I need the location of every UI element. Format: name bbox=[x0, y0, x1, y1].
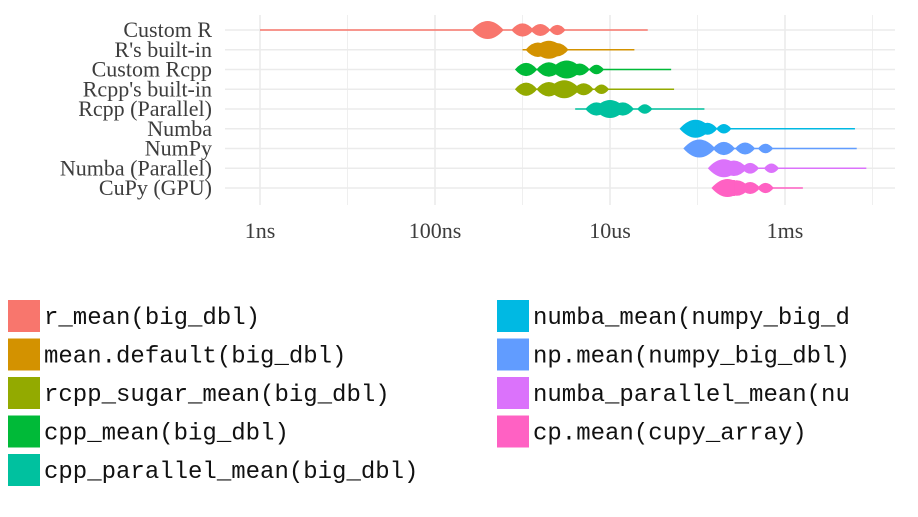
violin-density bbox=[740, 182, 761, 194]
legend-swatch bbox=[8, 454, 40, 486]
y-axis-label: NumPy bbox=[145, 136, 212, 161]
violin-density bbox=[514, 82, 538, 96]
violin-density bbox=[757, 143, 774, 154]
legend-label: mean.default(big_dbl) bbox=[44, 344, 346, 371]
legend-swatch bbox=[8, 415, 40, 448]
legend-label: numba_parallel_mean(nu bbox=[533, 382, 850, 409]
violin-numba-parallel-mean-numpy-big-dbl- bbox=[707, 159, 867, 178]
violin-density bbox=[716, 123, 732, 134]
violin-numba-mean-numpy-big-dbl- bbox=[679, 119, 855, 138]
y-axis-label: R's built-in bbox=[115, 37, 212, 62]
grid bbox=[225, 15, 895, 205]
legend: r_mean(big_dbl) mean.default(big_dbl)rcpp… bbox=[8, 300, 850, 486]
legend-label: rcpp_sugar_mean(big_dbl) bbox=[44, 382, 390, 409]
legend-item: numba_parallel_mean(nu bbox=[497, 377, 850, 409]
legend-item: rcpp_sugar_mean(big_dbl) bbox=[8, 377, 390, 409]
legend-item: r_mean(big_dbl) bbox=[8, 300, 260, 332]
legend-item: cpp_parallel_mean(big_dbl) bbox=[8, 454, 418, 486]
violin-density bbox=[611, 102, 634, 116]
violin-np-mean-numpy-big-dbl- bbox=[683, 139, 857, 158]
y-axis-label: Custom R bbox=[123, 17, 212, 42]
violin-density bbox=[593, 84, 610, 95]
legend-item: mean.default(big_dbl) bbox=[8, 338, 346, 371]
violin-density bbox=[763, 163, 780, 174]
violin-density bbox=[735, 142, 756, 155]
violin-density bbox=[588, 64, 605, 75]
violin-density bbox=[546, 43, 569, 57]
legend-swatch bbox=[8, 338, 40, 371]
violin-rcpp-sugar-mean-big-dbl- bbox=[514, 80, 675, 99]
legend-item: np.mean(numpy_big_dbl) bbox=[497, 338, 850, 371]
legend-label: cp.mean(cupy_array) bbox=[533, 421, 807, 448]
legend-label: numba_mean(numpy_big_d bbox=[533, 305, 850, 332]
violin-density bbox=[637, 104, 653, 114]
legend-label: cpp_parallel_mean(big_dbl) bbox=[44, 459, 418, 486]
violin-density bbox=[741, 162, 759, 174]
violin-density bbox=[573, 83, 594, 96]
y-axis-label: Rcpp (Parallel) bbox=[78, 96, 212, 121]
legend-swatch bbox=[497, 377, 529, 409]
y-axis-label: Rcpp's built-in bbox=[83, 76, 212, 101]
legend-label: cpp_mean(big_dbl) bbox=[44, 421, 289, 448]
violin-density bbox=[712, 141, 736, 156]
violin-density bbox=[514, 62, 538, 77]
violin-density bbox=[511, 23, 534, 37]
legend-swatch bbox=[8, 300, 40, 332]
y-axis-label: Custom Rcpp bbox=[92, 57, 212, 82]
x-axis-labels: 1ns 100ns 10us 1ms bbox=[245, 218, 804, 243]
x-tick-label: 1ns bbox=[245, 218, 276, 243]
violin-density bbox=[757, 182, 774, 194]
violin-density bbox=[697, 122, 718, 135]
legend-label: np.mean(numpy_big_dbl) bbox=[533, 344, 850, 371]
legend-swatch bbox=[8, 377, 40, 409]
legend-swatch bbox=[497, 300, 529, 332]
violin-cpp-mean-big-dbl- bbox=[514, 60, 672, 79]
violin-density bbox=[530, 24, 551, 36]
legend-swatch bbox=[497, 338, 529, 371]
legend-swatch bbox=[497, 415, 529, 448]
legend-item: cpp_mean(big_dbl) bbox=[8, 415, 289, 448]
x-tick-label: 1ms bbox=[767, 218, 804, 243]
y-axis-label: Numba bbox=[147, 116, 212, 141]
violin-density bbox=[569, 63, 590, 76]
violins bbox=[260, 21, 867, 197]
legend-item: cp.mean(cupy_array) bbox=[497, 415, 807, 448]
x-tick-label: 100ns bbox=[409, 218, 462, 243]
y-axis-label: Numba (Parallel) bbox=[60, 155, 212, 180]
violin-mean-default-big-dbl- bbox=[522, 40, 635, 59]
legend-label: r_mean(big_dbl) bbox=[44, 305, 260, 332]
y-axis-label: CuPy (GPU) bbox=[99, 175, 212, 200]
violin-density bbox=[683, 139, 716, 158]
violin-density bbox=[549, 24, 566, 36]
violin-cp-mean-cupy-array- bbox=[711, 179, 803, 197]
x-tick-label: 10us bbox=[589, 218, 631, 243]
legend-item: numba_mean(numpy_big_d bbox=[497, 300, 850, 332]
violin-r-mean-big-dbl- bbox=[260, 21, 648, 39]
violin-cpp-parallel-mean-big-dbl- bbox=[575, 100, 705, 118]
violin-density bbox=[723, 180, 751, 196]
